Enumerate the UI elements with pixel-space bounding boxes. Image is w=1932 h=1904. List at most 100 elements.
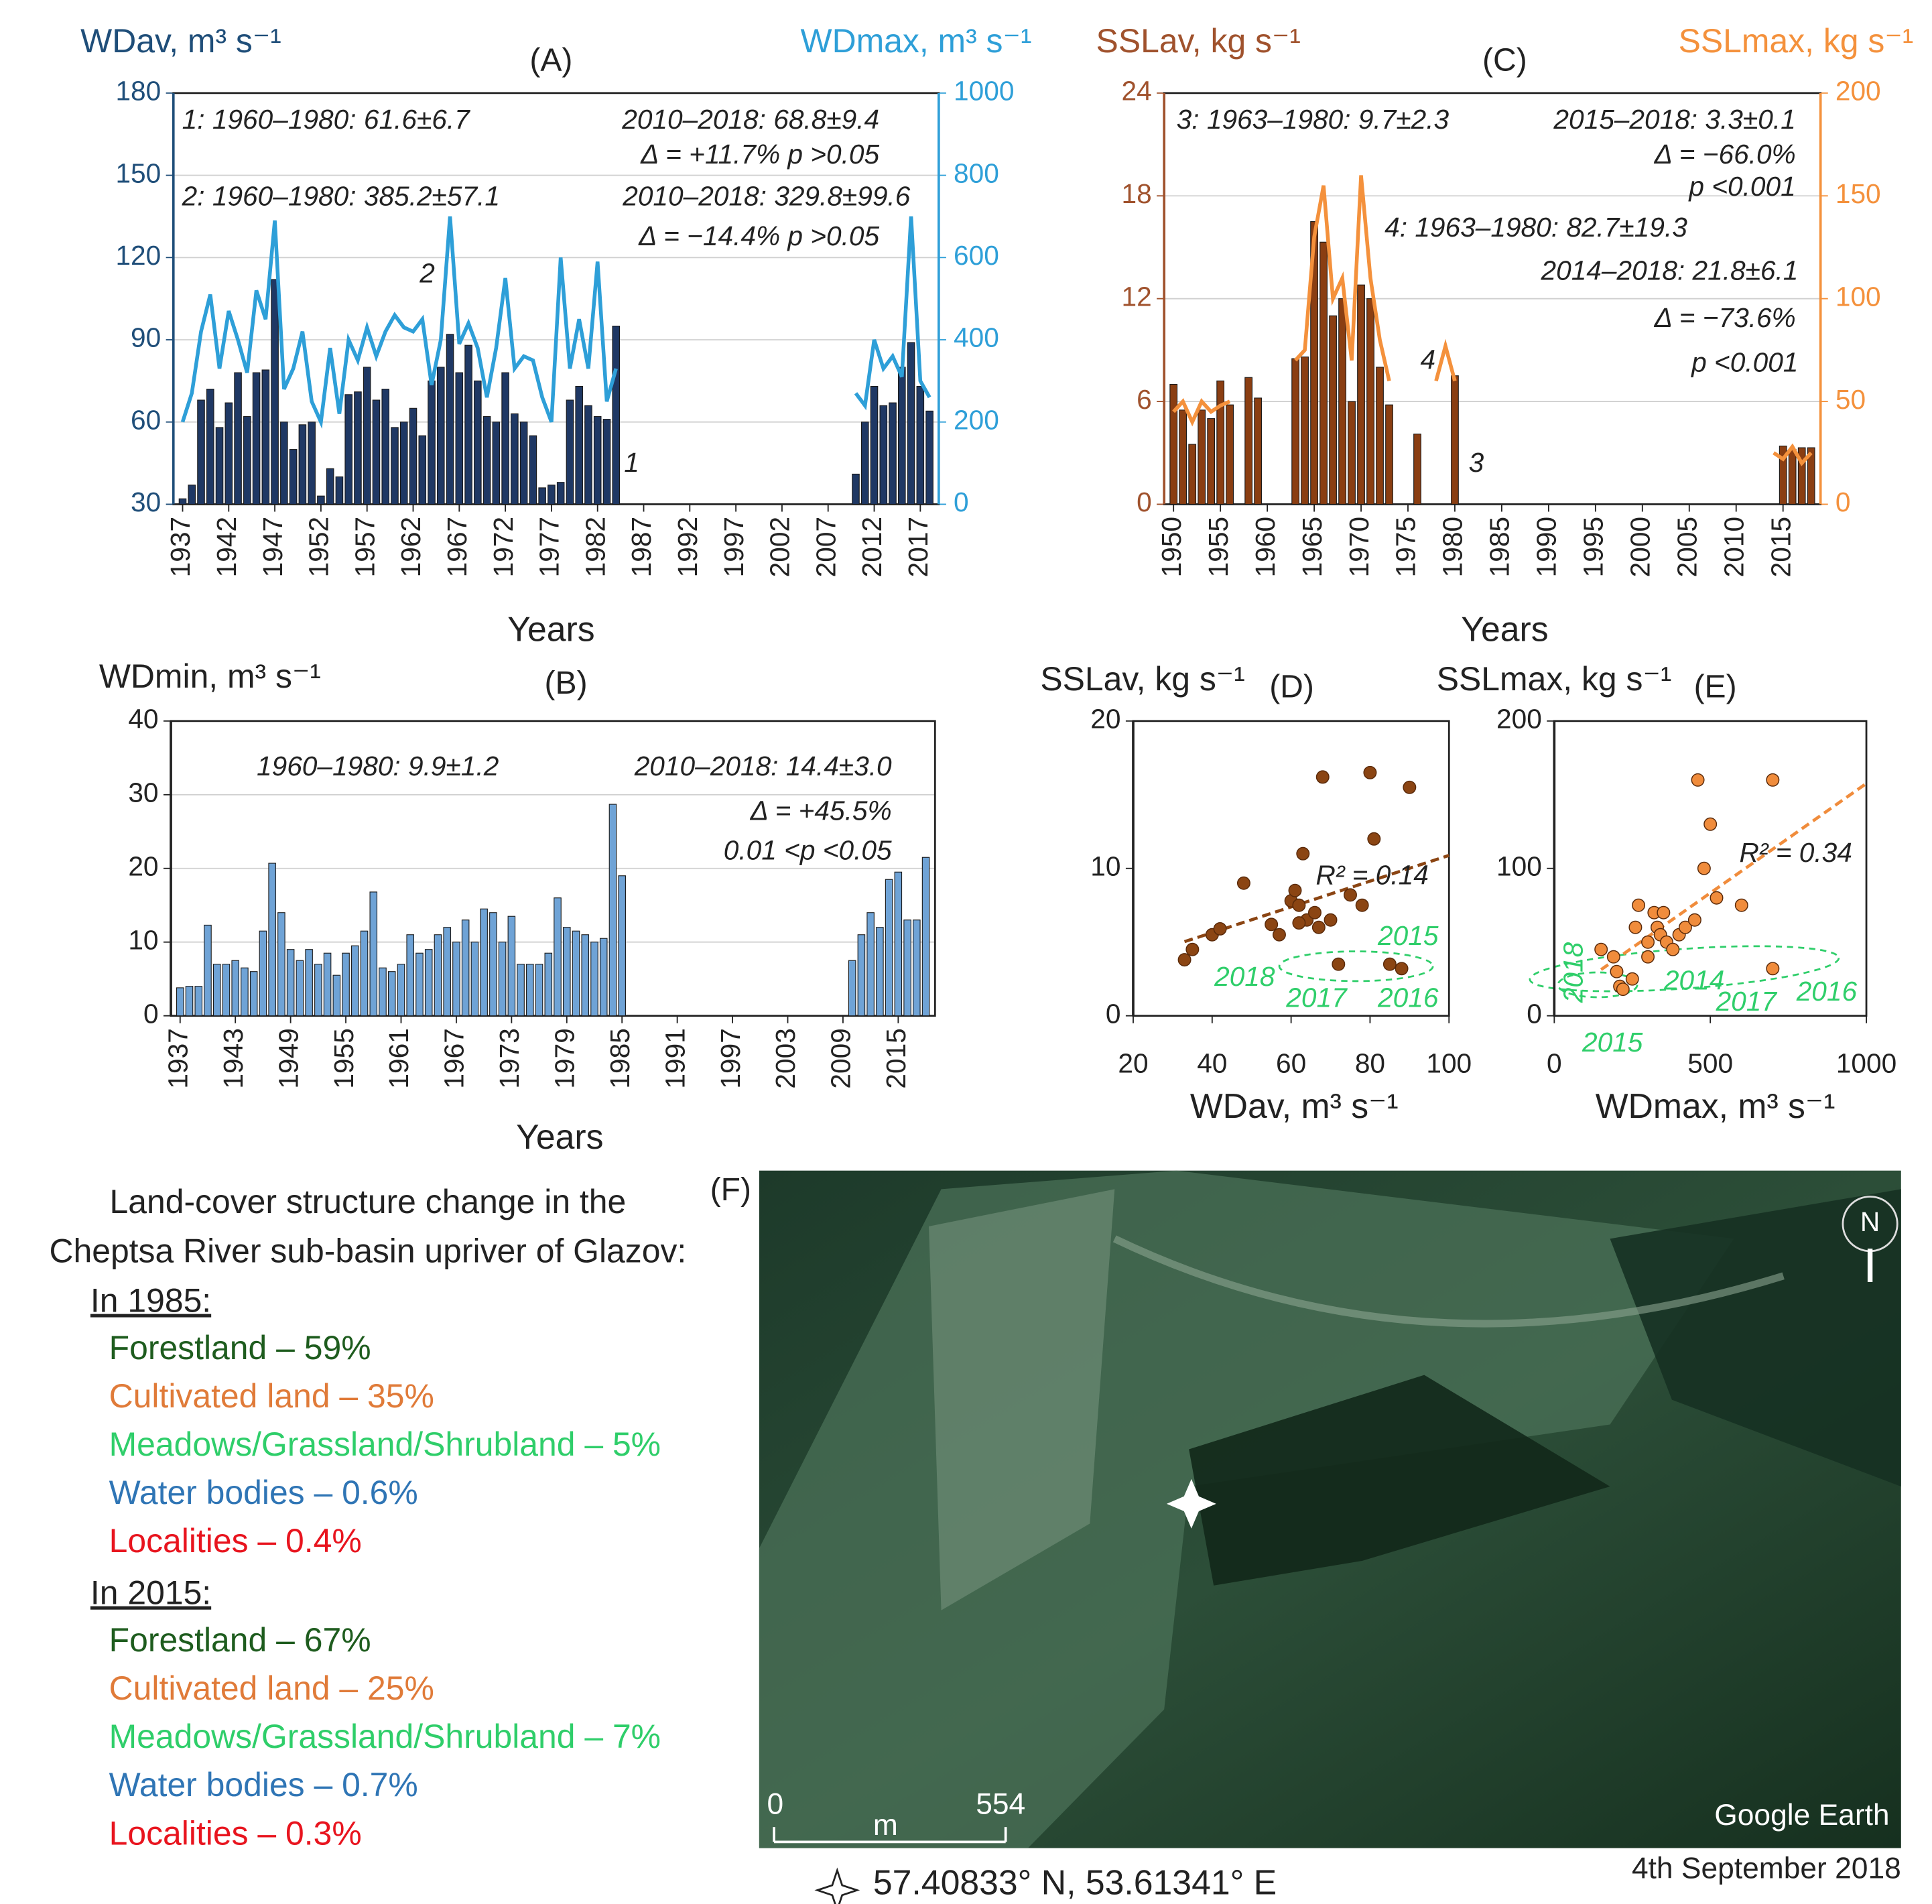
bar bbox=[1169, 383, 1178, 505]
point bbox=[1678, 920, 1692, 934]
line bbox=[180, 216, 931, 429]
x-tick-label: 1972 bbox=[488, 517, 519, 577]
point bbox=[1324, 913, 1338, 927]
annotation: 2014 bbox=[1663, 965, 1724, 996]
bar bbox=[369, 891, 378, 1017]
bar bbox=[1226, 404, 1234, 505]
point bbox=[1594, 942, 1608, 956]
bar bbox=[1348, 401, 1356, 505]
y2-tick-label: 0 bbox=[954, 487, 969, 517]
bar bbox=[526, 964, 534, 1017]
bar bbox=[185, 986, 194, 1017]
y2-tick-label: 1000 bbox=[954, 76, 1014, 107]
x-tick-label: 2009 bbox=[826, 1028, 856, 1088]
y-tick-label: 10 bbox=[1090, 850, 1120, 881]
bar bbox=[1413, 434, 1421, 505]
annotation: Δ = −14.4% p >0.05 bbox=[638, 220, 879, 251]
x-tick-label: 1942 bbox=[211, 517, 242, 577]
bar bbox=[529, 435, 537, 505]
land-cover-item: Cultivated land – 25% bbox=[109, 1669, 434, 1707]
bar bbox=[612, 325, 621, 505]
bar bbox=[1788, 449, 1797, 505]
bar bbox=[1376, 367, 1384, 505]
bar bbox=[1310, 221, 1318, 505]
bar bbox=[436, 367, 445, 505]
x-tick-label: 1955 bbox=[1203, 517, 1234, 577]
point bbox=[1606, 950, 1620, 964]
point bbox=[1292, 916, 1306, 930]
point bbox=[1697, 861, 1711, 875]
y-axis-title: WDmin, m³ s⁻¹ bbox=[99, 657, 321, 695]
x-tick-label: 60 bbox=[1276, 1048, 1306, 1078]
x-tick-label: 1997 bbox=[718, 517, 749, 577]
line bbox=[1172, 175, 1813, 466]
bar bbox=[188, 485, 196, 505]
land-cover-item: Cultivated land – 35% bbox=[109, 1377, 434, 1415]
bar bbox=[852, 473, 860, 505]
annotation: 2017 bbox=[1716, 986, 1778, 1017]
y-tick-label: 24 bbox=[1121, 76, 1151, 107]
y2-tick-label: 800 bbox=[954, 157, 999, 188]
x-tick-label: 1970 bbox=[1344, 517, 1374, 577]
bar bbox=[397, 964, 405, 1017]
bar bbox=[599, 938, 608, 1017]
annotation: 3: 1963–1980: 9.7±2.3 bbox=[1177, 104, 1450, 135]
x-axis-title: Years bbox=[507, 609, 594, 648]
y2-tick-label: 150 bbox=[1836, 178, 1881, 209]
bar bbox=[241, 967, 249, 1017]
point bbox=[1766, 773, 1780, 787]
land-cover-item: Localities – 0.3% bbox=[109, 1814, 362, 1852]
y-tick-label: 0 bbox=[1137, 487, 1152, 517]
y-axis-title: SSLav, kg s⁻¹ bbox=[1040, 660, 1244, 698]
bar bbox=[323, 952, 332, 1017]
point bbox=[1687, 913, 1701, 927]
bar bbox=[443, 927, 451, 1017]
bar bbox=[575, 385, 583, 505]
bar bbox=[446, 334, 454, 505]
x-tick-label: 2012 bbox=[856, 517, 887, 577]
y-axis-title: SSLmax, kg s⁻¹ bbox=[1437, 660, 1672, 698]
point bbox=[1185, 942, 1200, 956]
bar bbox=[548, 485, 556, 505]
bar bbox=[480, 908, 488, 1017]
annotation: 2015–2018: 3.3±0.1 bbox=[1553, 104, 1795, 135]
point bbox=[1363, 765, 1377, 779]
point bbox=[1236, 876, 1250, 890]
x-tick-label: 1967 bbox=[442, 517, 472, 577]
x-tick-label: 1997 bbox=[715, 1028, 746, 1088]
point bbox=[1616, 982, 1630, 997]
x-tick-label: 1962 bbox=[395, 517, 426, 577]
bar bbox=[866, 912, 875, 1017]
bar bbox=[289, 449, 298, 505]
point bbox=[1177, 953, 1192, 967]
annotation: 2017 bbox=[1285, 982, 1348, 1013]
point bbox=[1296, 846, 1310, 861]
y-tick-label: 40 bbox=[128, 704, 158, 735]
bar bbox=[243, 416, 251, 505]
y-tick-label: 200 bbox=[1496, 704, 1542, 735]
y-tick-label: 60 bbox=[131, 404, 161, 435]
point bbox=[1292, 898, 1306, 912]
bar bbox=[916, 385, 925, 505]
bar bbox=[511, 413, 519, 505]
annotation: R² = 0.14 bbox=[1316, 859, 1429, 890]
point bbox=[1395, 962, 1409, 976]
y-tick-label: 0 bbox=[1106, 998, 1121, 1029]
annotation: 2010–2018: 329.8±99.6 bbox=[622, 181, 911, 212]
y-tick-label: 90 bbox=[131, 322, 161, 353]
bar bbox=[470, 942, 479, 1017]
bar bbox=[1216, 380, 1225, 505]
x-tick-label: 20 bbox=[1118, 1048, 1148, 1078]
bar bbox=[363, 367, 371, 505]
annotation: Δ = −73.6% bbox=[1654, 302, 1796, 333]
bar bbox=[618, 875, 626, 1017]
point bbox=[1625, 972, 1639, 986]
annotation: 2018 bbox=[1214, 961, 1275, 992]
bar bbox=[898, 367, 906, 505]
x-tick-label: 1967 bbox=[439, 1028, 470, 1088]
bar bbox=[176, 987, 184, 1017]
bar bbox=[538, 487, 546, 505]
x-axis-title: Years bbox=[516, 1117, 603, 1156]
y2-tick-label: 200 bbox=[954, 404, 999, 435]
x-tick-label: 2003 bbox=[770, 1028, 801, 1088]
